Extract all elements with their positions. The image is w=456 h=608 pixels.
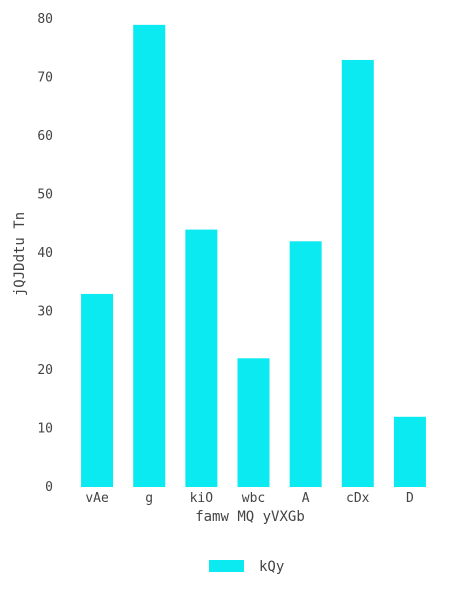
bar-A [289, 241, 322, 487]
bar-D [393, 416, 426, 487]
x-tick-label: kiO [190, 491, 214, 506]
bar-cDx [341, 59, 374, 487]
y-tick-label: 40 [37, 246, 53, 261]
y-axis-ticks: 0 10 20 30 40 50 60 70 80 [37, 12, 53, 495]
bar-vAe [81, 293, 114, 487]
x-tick-label: A [302, 491, 310, 506]
y-axis-label: jQJDdtu Tn [12, 212, 28, 296]
x-tick-label: g [145, 491, 153, 506]
y-tick-label: 50 [37, 188, 53, 203]
y-tick-label: 20 [37, 363, 53, 378]
y-tick-label: 80 [37, 12, 53, 27]
x-tick-label: vAe [85, 491, 109, 506]
bar-g [133, 24, 166, 487]
y-tick-label: 60 [37, 129, 53, 144]
x-tick-label: D [406, 491, 414, 506]
y-tick-label: 70 [37, 71, 53, 86]
x-tick-label: cDx [346, 491, 370, 506]
legend-swatch-kQy [209, 560, 244, 572]
legend-label-kQy: kQy [259, 559, 284, 575]
legend: kQy [209, 559, 284, 575]
x-tick-label: wbc [242, 491, 265, 506]
bars [81, 24, 426, 487]
y-tick-label: 0 [45, 480, 53, 495]
x-axis-label: famw MQ yVXGb [195, 509, 305, 525]
bar-kiO [185, 229, 218, 487]
y-tick-label: 30 [37, 305, 53, 320]
bar-wbc [237, 358, 270, 487]
y-tick-label: 10 [37, 422, 53, 437]
